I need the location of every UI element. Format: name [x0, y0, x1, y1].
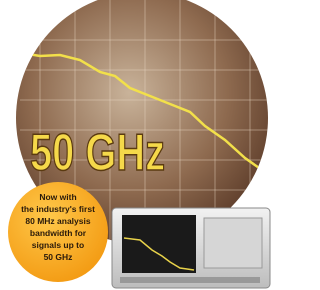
badge-line: signals up to [32, 240, 84, 250]
headline: 50 GHz [30, 124, 165, 182]
instrument [112, 208, 270, 288]
badge-line: Now with [39, 192, 76, 202]
promo-graphic: 50 GHz Now with the industry's first 80 … [0, 0, 273, 290]
badge-line: the industry's first [21, 204, 95, 214]
badge-line: 50 GHz [44, 252, 73, 262]
badge-line: 80 MHz analysis [25, 216, 90, 226]
badge-line: bandwidth for [30, 228, 87, 238]
